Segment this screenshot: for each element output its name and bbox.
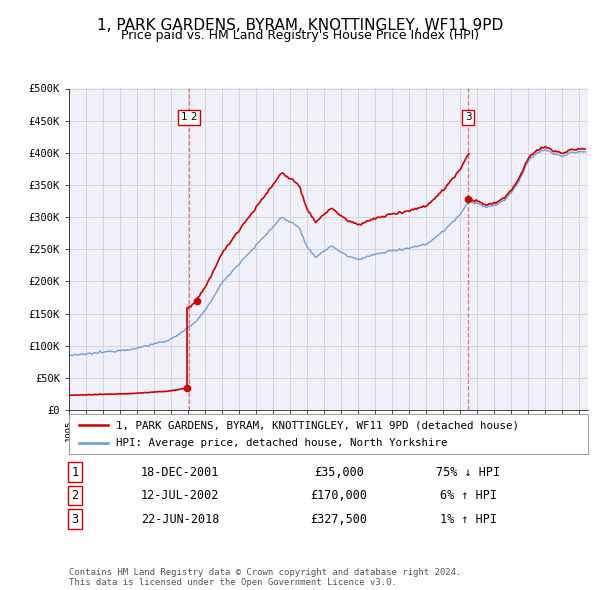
Text: 2: 2 (71, 489, 79, 502)
Text: 22-JUN-2018: 22-JUN-2018 (141, 513, 219, 526)
Text: HPI: Average price, detached house, North Yorkshire: HPI: Average price, detached house, Nort… (116, 438, 447, 448)
Text: 1: 1 (71, 466, 79, 478)
Text: £170,000: £170,000 (311, 489, 367, 502)
Text: 1% ↑ HPI: 1% ↑ HPI (439, 513, 497, 526)
Text: 75% ↓ HPI: 75% ↓ HPI (436, 466, 500, 478)
Text: £327,500: £327,500 (311, 513, 367, 526)
Text: 1, PARK GARDENS, BYRAM, KNOTTINGLEY, WF11 9PD (detached house): 1, PARK GARDENS, BYRAM, KNOTTINGLEY, WF1… (116, 420, 519, 430)
Text: 12-JUL-2002: 12-JUL-2002 (141, 489, 219, 502)
Text: 1, PARK GARDENS, BYRAM, KNOTTINGLEY, WF11 9PD: 1, PARK GARDENS, BYRAM, KNOTTINGLEY, WF1… (97, 18, 503, 32)
Text: Price paid vs. HM Land Registry's House Price Index (HPI): Price paid vs. HM Land Registry's House … (121, 30, 479, 42)
Text: 3: 3 (71, 513, 79, 526)
Text: £35,000: £35,000 (314, 466, 364, 478)
Text: 6% ↑ HPI: 6% ↑ HPI (439, 489, 497, 502)
Text: 18-DEC-2001: 18-DEC-2001 (141, 466, 219, 478)
Text: 3: 3 (465, 113, 472, 123)
Text: 1 2: 1 2 (181, 113, 197, 123)
Text: Contains HM Land Registry data © Crown copyright and database right 2024.
This d: Contains HM Land Registry data © Crown c… (69, 568, 461, 587)
